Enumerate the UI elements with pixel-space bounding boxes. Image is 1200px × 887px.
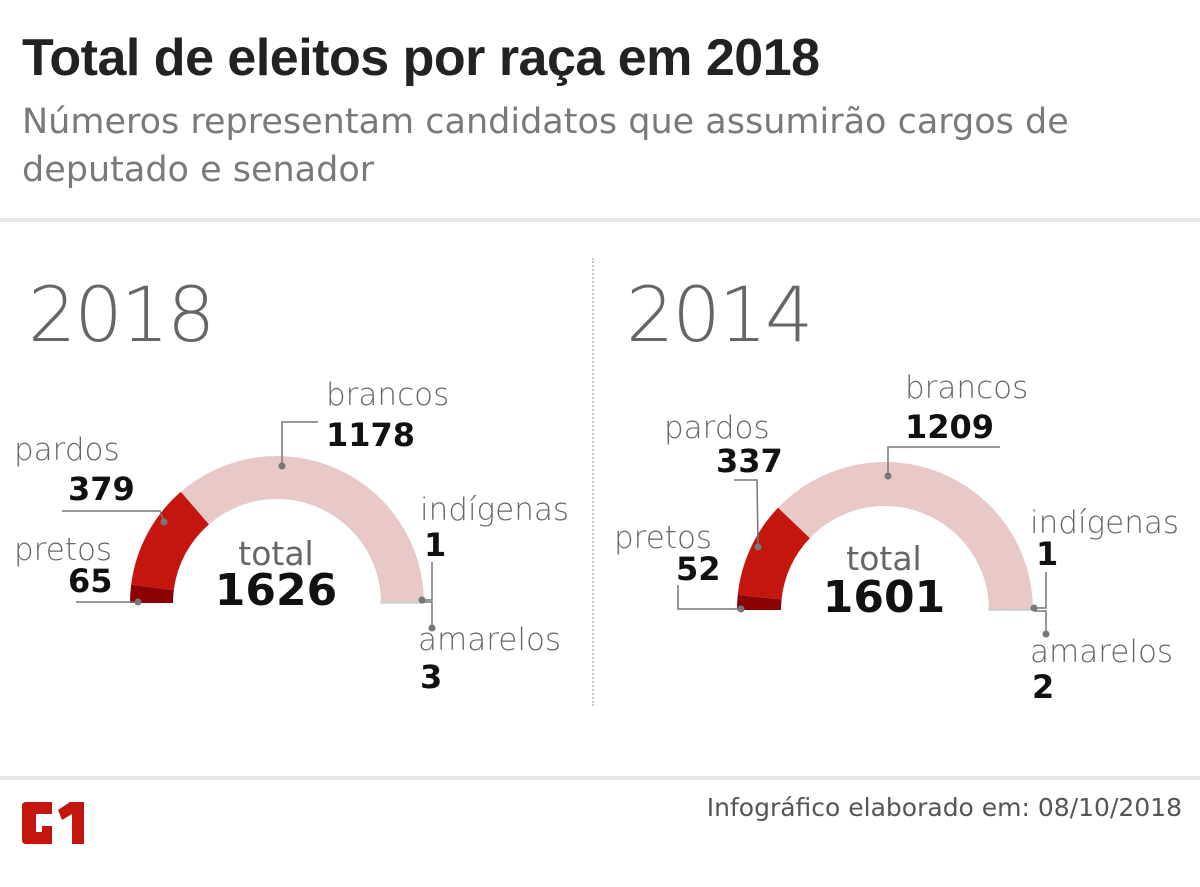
- label-amarelos: amarelos: [1030, 634, 1173, 670]
- value-brancos: 1178: [326, 416, 415, 454]
- leader-line-brancos: [887, 446, 1000, 476]
- leader-line-indigenas: [1034, 572, 1047, 609]
- leader-dot-pardos: [160, 518, 168, 526]
- footer-credit: Infográfico elaborado em: 08/10/2018: [706, 793, 1182, 822]
- segment-amarelos: [380, 601, 425, 604]
- leader-dot-indigenas: [1030, 604, 1038, 612]
- value-brancos: 1209: [905, 408, 994, 446]
- leader-line-amarelos: [422, 601, 433, 628]
- chart-subtitle: Números representam candidatos que assum…: [22, 102, 1069, 190]
- leader-line-brancos: [281, 421, 318, 466]
- label-amarelos: amarelos: [418, 622, 561, 658]
- value-amarelos: 3: [420, 658, 442, 696]
- leader-dot-brancos: [884, 472, 892, 480]
- leader-dot-pretos: [737, 605, 745, 613]
- chart-title: Total de eleitos por raça em 2018: [22, 29, 820, 87]
- segment-brancos: [778, 462, 1033, 610]
- header-divider: [0, 218, 1200, 222]
- total-value: 1626: [215, 565, 337, 616]
- label-indigenas: indígenas: [1030, 505, 1179, 541]
- value-indigenas: 1: [1036, 535, 1058, 573]
- leader-line-amarelos: [1034, 610, 1047, 634]
- total-label: total: [238, 534, 313, 573]
- segment-amarelos: [988, 608, 1034, 611]
- value-pardos: 337: [716, 442, 783, 480]
- panel-divider: [592, 258, 594, 706]
- label-indigenas: indígenas: [420, 492, 569, 528]
- value-amarelos: 2: [1032, 668, 1054, 706]
- label-pardos: pardos: [664, 410, 770, 446]
- segment-pretos: [737, 594, 782, 610]
- leader-dot-pretos: [134, 598, 142, 606]
- segment-pardos: [737, 507, 810, 600]
- total-label: total: [846, 539, 921, 578]
- year-heading-2018: 2018: [28, 270, 215, 359]
- leader-dot-amarelos: [428, 624, 436, 632]
- leader-dot-amarelos: [1042, 630, 1050, 638]
- year-heading-2014: 2014: [626, 270, 813, 359]
- g1-logo-icon: [22, 802, 84, 844]
- value-indigenas: 1: [424, 526, 446, 564]
- leader-dot-brancos: [278, 462, 286, 470]
- segment-brancos: [180, 456, 424, 603]
- value-pretos: 52: [676, 550, 721, 588]
- leader-dot-pardos: [754, 543, 762, 551]
- segment-pardos: [131, 491, 209, 590]
- label-brancos: brancos: [905, 370, 1028, 406]
- footer-divider: [0, 776, 1200, 780]
- leader-line-pardos: [734, 479, 759, 548]
- label-pretos: pretos: [614, 520, 712, 556]
- value-pardos: 379: [68, 470, 135, 508]
- leader-line-pretos: [677, 585, 741, 610]
- segment-pretos: [130, 584, 174, 603]
- label-pardos: pardos: [14, 432, 120, 468]
- label-brancos: brancos: [326, 377, 449, 413]
- total-value: 1601: [823, 572, 945, 623]
- value-pretos: 65: [68, 562, 113, 600]
- label-pretos: pretos: [14, 532, 112, 568]
- leader-line-pardos: [62, 510, 165, 523]
